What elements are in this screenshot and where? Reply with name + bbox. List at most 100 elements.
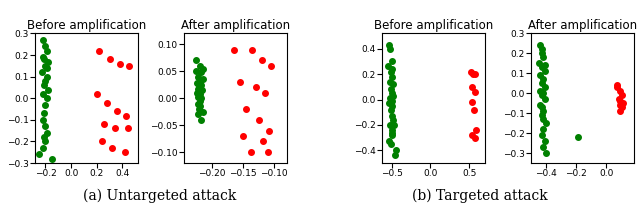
Point bbox=[468, 108, 479, 111]
Point bbox=[535, 74, 545, 77]
Point bbox=[195, 80, 205, 84]
Point bbox=[92, 92, 102, 96]
Point bbox=[538, 127, 548, 131]
Point bbox=[390, 154, 400, 157]
Point bbox=[42, 131, 52, 134]
Point bbox=[535, 90, 545, 93]
Point bbox=[192, 82, 202, 85]
Point bbox=[470, 136, 480, 139]
Point bbox=[102, 101, 112, 104]
Point bbox=[34, 153, 44, 156]
Point bbox=[191, 59, 202, 62]
Point bbox=[470, 73, 481, 76]
Point bbox=[43, 88, 53, 91]
Point bbox=[538, 92, 548, 95]
Point bbox=[263, 150, 273, 154]
Point bbox=[38, 56, 48, 59]
Point bbox=[615, 99, 625, 103]
Point bbox=[386, 108, 396, 111]
Point bbox=[266, 64, 276, 68]
Point bbox=[383, 65, 394, 68]
Point bbox=[536, 133, 547, 137]
Point bbox=[38, 38, 48, 42]
Point bbox=[536, 66, 547, 69]
Point bbox=[121, 114, 131, 117]
Point bbox=[533, 62, 543, 65]
Point bbox=[385, 123, 395, 127]
Point bbox=[198, 78, 208, 81]
Point bbox=[191, 70, 202, 73]
Point bbox=[42, 66, 52, 70]
Point bbox=[112, 110, 122, 113]
Point bbox=[384, 140, 394, 143]
Point bbox=[195, 92, 205, 96]
Point bbox=[615, 103, 625, 107]
Point bbox=[196, 118, 206, 121]
Point bbox=[43, 60, 53, 63]
Point bbox=[616, 106, 627, 109]
Point bbox=[193, 75, 204, 78]
Point bbox=[387, 67, 397, 71]
Point bbox=[538, 56, 548, 59]
Point bbox=[38, 118, 48, 121]
Point bbox=[258, 140, 268, 143]
Point bbox=[120, 150, 130, 154]
Point bbox=[193, 102, 204, 105]
Point bbox=[40, 140, 51, 143]
Point bbox=[197, 88, 207, 92]
Point bbox=[235, 80, 245, 84]
Title: After amplification: After amplification bbox=[528, 19, 637, 32]
Point bbox=[196, 83, 206, 86]
Title: After amplification: After amplification bbox=[180, 19, 290, 32]
Point bbox=[247, 48, 257, 51]
Point bbox=[40, 45, 51, 48]
Point bbox=[387, 133, 397, 137]
Point bbox=[388, 123, 399, 127]
Point bbox=[538, 145, 548, 149]
Point bbox=[40, 125, 51, 128]
Point bbox=[387, 128, 397, 132]
Point bbox=[40, 103, 51, 106]
Point bbox=[467, 85, 477, 88]
Point bbox=[38, 92, 48, 96]
Point bbox=[540, 86, 550, 89]
Point bbox=[387, 114, 397, 118]
Point bbox=[387, 99, 397, 102]
Point bbox=[257, 59, 267, 62]
Point bbox=[573, 135, 583, 139]
Point bbox=[540, 70, 550, 73]
Point bbox=[42, 49, 52, 52]
Point bbox=[192, 91, 202, 94]
Point bbox=[245, 150, 255, 154]
Point bbox=[42, 75, 52, 78]
Point bbox=[468, 73, 478, 76]
Point bbox=[107, 146, 117, 150]
Point bbox=[196, 97, 207, 100]
Point bbox=[38, 146, 48, 150]
Point bbox=[386, 142, 396, 146]
Point bbox=[39, 58, 49, 61]
Point bbox=[536, 113, 547, 117]
Point bbox=[612, 86, 622, 89]
Point bbox=[388, 118, 398, 121]
Point bbox=[385, 47, 395, 50]
Point bbox=[388, 83, 398, 86]
Point bbox=[536, 48, 547, 51]
Point bbox=[616, 94, 627, 97]
Point bbox=[42, 97, 52, 100]
Point bbox=[387, 104, 397, 107]
Point bbox=[536, 94, 547, 97]
Point bbox=[540, 139, 550, 143]
Point bbox=[228, 48, 239, 51]
Point bbox=[386, 70, 396, 73]
Point bbox=[466, 70, 476, 73]
Point bbox=[195, 99, 205, 103]
Point bbox=[193, 87, 204, 90]
Point bbox=[384, 43, 394, 47]
Point bbox=[241, 107, 252, 111]
Point bbox=[194, 86, 204, 89]
Point bbox=[109, 127, 120, 130]
Point bbox=[194, 94, 204, 97]
Point bbox=[470, 90, 480, 94]
Point bbox=[39, 135, 49, 139]
